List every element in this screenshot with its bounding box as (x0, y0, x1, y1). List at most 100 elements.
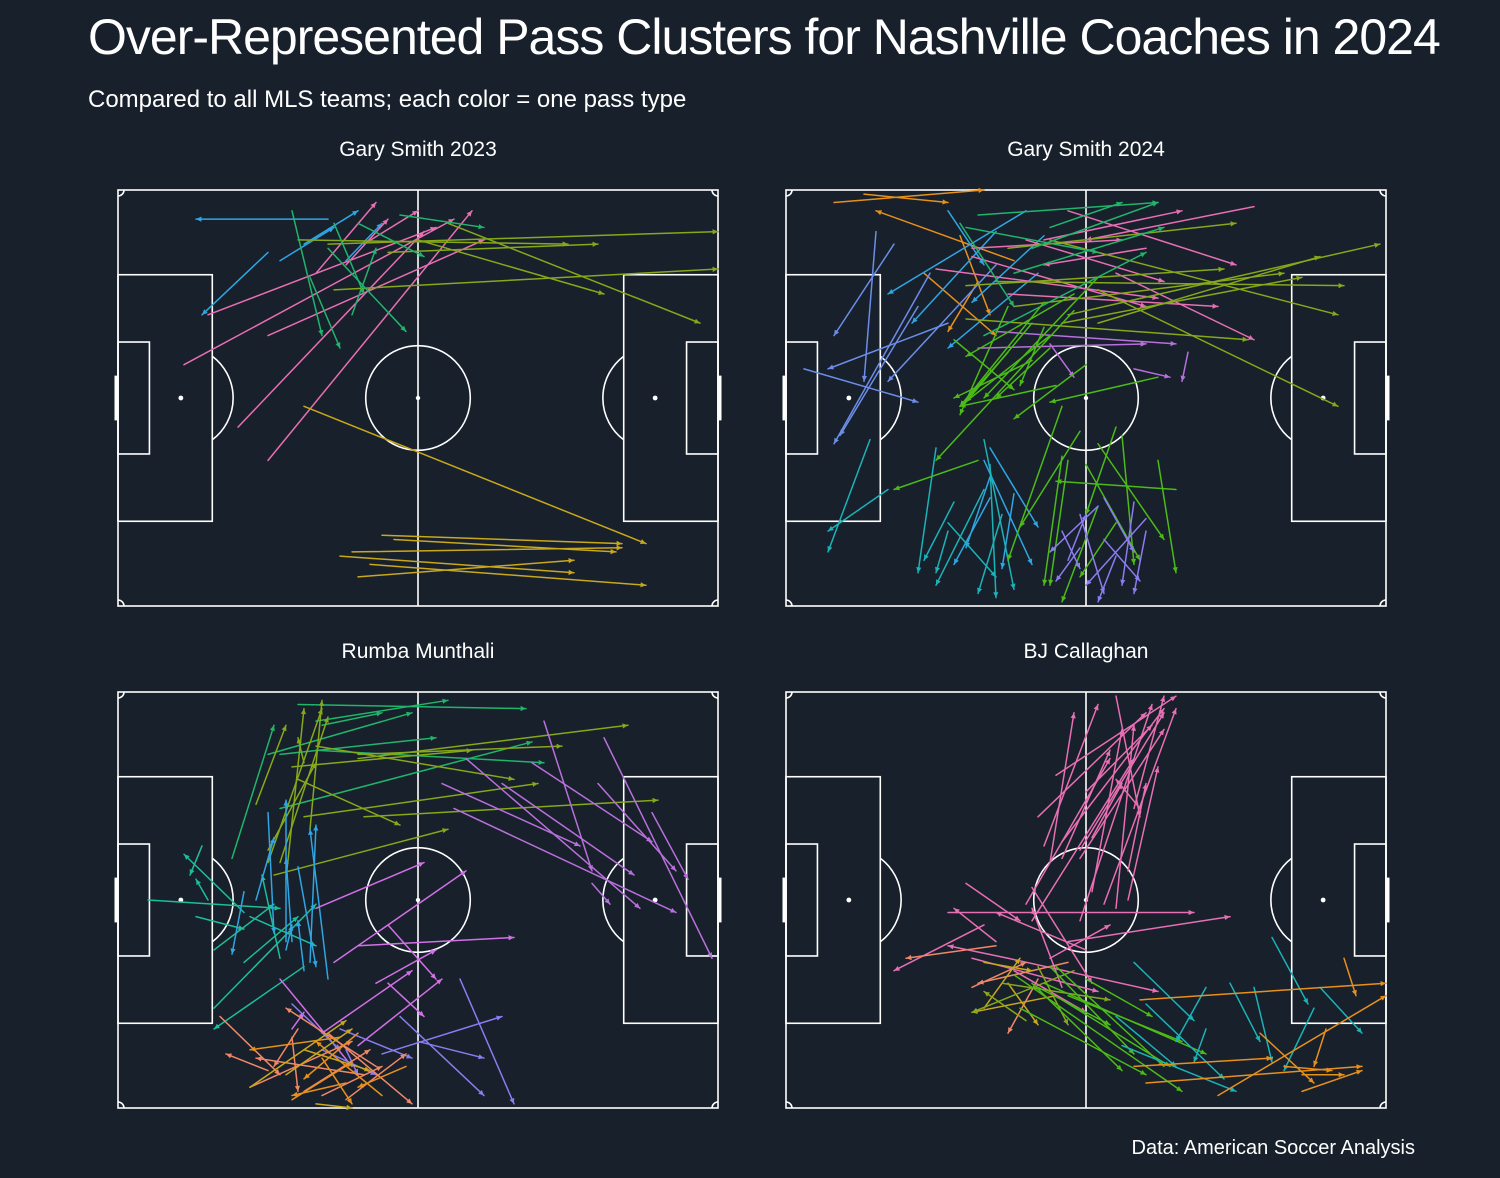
pass-arrow (1007, 293, 1219, 308)
pass-arrows (147, 698, 713, 1110)
pass-arrow-head (442, 698, 448, 704)
pass-arrow (1049, 505, 1099, 553)
pass-arrow (447, 222, 701, 324)
pass-arrow (1079, 728, 1165, 860)
pass-cluster (219, 1007, 413, 1105)
pass-arrow (351, 247, 377, 316)
pass-arrow-head (202, 309, 208, 315)
pass-arrow-head (1170, 340, 1176, 347)
pass-arrow-head (888, 375, 894, 382)
pass-arrow-head (1152, 201, 1158, 207)
pass-arrow-head (670, 907, 676, 913)
pass-arrow-head (1266, 1055, 1272, 1062)
pass-arrow (375, 949, 437, 984)
pass-arrow-head (296, 737, 302, 744)
pass-arrow (1097, 255, 1321, 324)
pass-arrow (953, 339, 1015, 391)
corner-arc-bottom-right (1379, 1101, 1387, 1109)
pass-arrow (255, 1057, 365, 1076)
pass-arrow (1019, 430, 1081, 528)
pass-arrow (977, 343, 1147, 349)
pass-arrow (1301, 1069, 1363, 1093)
corner-arc-bottom-right (711, 1101, 719, 1109)
pass-arrow (285, 1028, 353, 1076)
pass-arrow (995, 280, 1345, 287)
center-circle (1032, 846, 1140, 954)
pass-arrow-head (274, 1060, 280, 1067)
pass-arrow (297, 778, 401, 826)
pass-arrow-head (834, 329, 840, 336)
pass-arrow-head (1050, 546, 1056, 552)
pass-arrow (1001, 492, 1015, 570)
pass-arrow (959, 235, 991, 316)
pass-arrow-head (1158, 533, 1164, 540)
pass-arrow-head (269, 837, 276, 844)
pass-arrow-head (1020, 962, 1026, 968)
pass-arrow-head (1176, 209, 1182, 215)
pass-arrow-head (1116, 201, 1122, 207)
pass-arrow (309, 699, 323, 831)
pass-arrow (345, 218, 389, 266)
pass-arrow (1007, 405, 1063, 561)
pass-arrow (1067, 513, 1087, 561)
pass-arrow (231, 890, 245, 955)
pass-arrow-head (1010, 583, 1016, 590)
pass-arrow (1253, 986, 1273, 1063)
pass-arrow-head (712, 266, 718, 272)
pass-arrow-head (1278, 271, 1284, 277)
goal-area-left (785, 341, 819, 455)
center-spot (1083, 395, 1089, 401)
penalty-arc-right (602, 355, 625, 441)
pass-arrow-head (250, 1046, 256, 1052)
pass-arrow-head (984, 991, 990, 997)
pass-arrow (243, 915, 299, 964)
pass-arrow (303, 405, 647, 545)
pass-arrow (905, 945, 997, 959)
pass-arrow-head (312, 960, 318, 967)
pass-arrow-head (316, 1041, 322, 1047)
pass-arrow-head (1326, 1067, 1332, 1073)
pass-arrow-head (1218, 266, 1224, 272)
pass-arrow-head (313, 825, 319, 831)
pass-arrow-head (1116, 1064, 1122, 1071)
pass-arrow (357, 1065, 407, 1088)
pass-arrow-head (1042, 579, 1048, 586)
pass-arrow-head (292, 1091, 298, 1097)
pass-arrow (321, 712, 383, 727)
pass-arrow (1271, 936, 1309, 1005)
pass-arrow-head (996, 912, 1002, 917)
pass-arrow-head (430, 226, 436, 232)
pass-cluster (1133, 957, 1387, 1097)
pass-arrow (183, 218, 455, 366)
pass-arrow (357, 978, 443, 1047)
pass-arrow-head (906, 954, 912, 961)
pass-arrow (1157, 459, 1177, 574)
pass-arrow-head (936, 454, 942, 461)
pass-arrow-head (352, 210, 358, 216)
pass-arrow (1031, 757, 1135, 922)
pass-arrow-head (1130, 558, 1137, 565)
pass-arrow-head (430, 735, 436, 741)
pass-arrow-head (916, 567, 922, 573)
penalty-spot-right (652, 395, 658, 401)
pass-arrow (1001, 982, 1111, 1001)
penalty-area-left (785, 775, 882, 1025)
pass-arrow-head (1104, 996, 1110, 1002)
pass-arrow (345, 222, 383, 262)
pass-arrow (1037, 712, 1147, 818)
pass-arrow-head (406, 1098, 412, 1104)
pass-arrow (291, 749, 473, 768)
pass-arrow (947, 210, 985, 266)
pitch-markings (782, 691, 1390, 1109)
pass-arrow (339, 1028, 413, 1059)
pass-arrow (1313, 1028, 1327, 1068)
pass-arrow-head (1164, 373, 1170, 379)
corner-arc-bottom-left (785, 1101, 793, 1109)
pass-arrow-head (296, 920, 302, 927)
pass-arrow (249, 1036, 341, 1051)
pass-arrow (1049, 712, 1075, 864)
pass-arrow-head (283, 800, 289, 806)
pass-arrow (309, 276, 341, 349)
pass-arrow-head (1255, 1035, 1260, 1042)
pass-arrow-head (1099, 587, 1105, 594)
